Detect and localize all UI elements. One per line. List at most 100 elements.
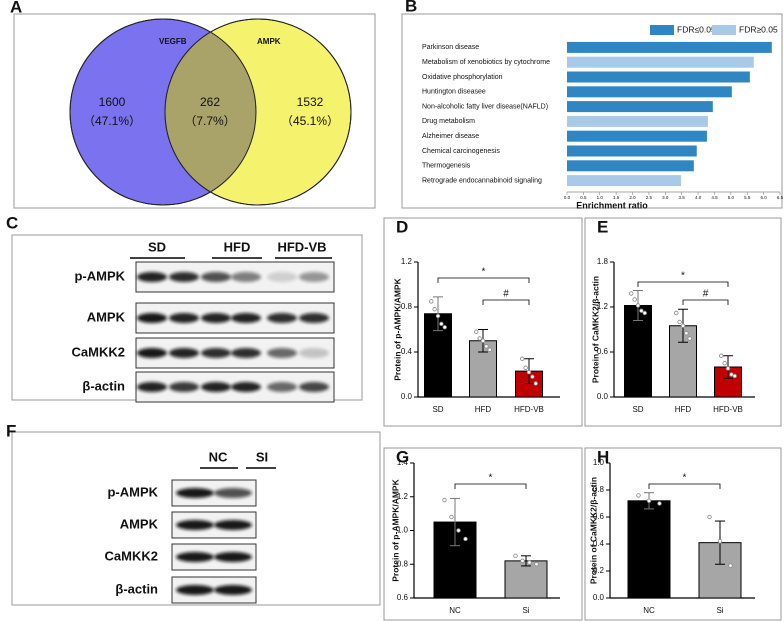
data-point [534,562,539,567]
category-label: Chemical carcinogenesis [422,148,500,155]
category-label: Metabolism of xenobiotics by cytochrome [422,59,550,66]
panel-label: F [6,421,16,440]
blot-band [137,382,167,392]
blot-band [267,382,297,392]
blot-band [176,488,214,498]
panel-label: D [396,217,408,236]
x-tick-label: 1.5 [613,195,620,200]
blot-band [169,272,199,282]
region-percent: （7.7%） [184,114,235,128]
y-tick-label: 1.0 [593,458,605,467]
category-label: SD [632,405,643,414]
region-count: 1532 [297,95,324,109]
panel-label: A [10,0,22,16]
data-point [513,553,518,559]
category-label: HFD [675,405,692,414]
panel-label: G [396,447,409,466]
y-axis-label: Protein of CaMKK2/β-actin [588,477,598,584]
legend-label: AMPK [257,37,281,46]
x-tick-label: 4.0 [695,195,702,200]
data-point [533,381,538,386]
region-count: 262 [200,95,220,109]
significance-bracket [648,483,721,489]
y-tick-label: 0.8 [401,302,413,311]
panel-frame [383,447,583,621]
data-point [632,297,637,302]
blot-band [201,348,231,358]
venn: VEGFB AMPK 1600 （47.1%） 262 （7.7%） 1532 （45.1%） [69,18,352,206]
region-percent: （47.1%） [83,114,141,128]
x-axis-label: Enrichment ratio [576,200,648,210]
significance-label: * [683,473,687,484]
row-label: β-actin [82,378,125,393]
significance-label: * [482,267,486,278]
data-point [636,493,641,498]
y-tick-label: 1.2 [397,492,409,501]
category-label: Oxidative phosphorylation [422,74,503,81]
x-tick-label: 5.5 [744,195,751,200]
data-point [520,558,525,564]
panel-frame [383,217,583,427]
panel-label: H [597,447,609,466]
bar [567,160,694,172]
data-point [657,501,662,506]
blot-band [299,313,329,323]
region-percent: （45.1%） [281,114,339,128]
y-tick-label: 0.8 [397,559,409,568]
blot-band [299,382,329,392]
blot-band [201,272,231,282]
legend-swatch [245,38,253,46]
category-label: Thermogenesis [422,163,471,170]
y-tick-label: 1.2 [597,302,609,311]
legend-label: FDR≥0.05 [739,24,778,34]
bar [504,560,548,599]
row-label: p-AMPK [107,484,158,499]
panel-frame [584,447,782,621]
data-point [674,310,679,316]
x-tick-label: 3.5 [679,195,686,200]
x-tick-label: 2.0 [629,195,636,200]
data-point [677,319,682,325]
blot-band [214,552,252,562]
bar [567,145,697,157]
venn-outline [164,18,352,206]
data-point [684,331,689,336]
legend-swatch [650,25,674,35]
blot-band [299,348,329,358]
y-tick-label: 0.6 [593,512,605,521]
blot-band [201,313,231,323]
legend-swatch [147,38,155,46]
y-tick-label: 0.0 [597,392,609,401]
x-tick-label: 5.0 [728,195,735,200]
row-label: AMPK [87,309,126,324]
category-label: Huntington diseasee [422,89,486,96]
y-tick-label: 1.4 [397,458,409,467]
category-label: Retrograde endocannabinoid signaling [422,177,542,184]
significance-bracket [437,277,530,283]
blot-band [137,348,167,358]
group-label: SD [148,239,166,254]
row-label: CaMKK2 [105,548,158,563]
bar [567,86,732,98]
bar [567,130,707,142]
venn-outline [69,18,257,206]
bar [627,500,671,599]
category-label: SD [432,405,443,414]
data-point [722,361,727,366]
venn-overlap [165,19,256,205]
y-tick-label: 1.2 [401,257,413,266]
bar [567,175,682,187]
blot-band [169,313,199,323]
significance-label: * [681,271,685,282]
bar [567,101,713,113]
significance-bracket [482,299,530,305]
significance-label: * [489,473,493,484]
blot-band [176,552,214,562]
data-point [680,323,686,328]
panel-label: C [6,213,18,232]
y-tick-label: 0.2 [593,566,605,575]
blot-band [176,585,214,595]
x-tick-label: 0.5 [580,195,587,200]
blot-band [176,520,214,530]
